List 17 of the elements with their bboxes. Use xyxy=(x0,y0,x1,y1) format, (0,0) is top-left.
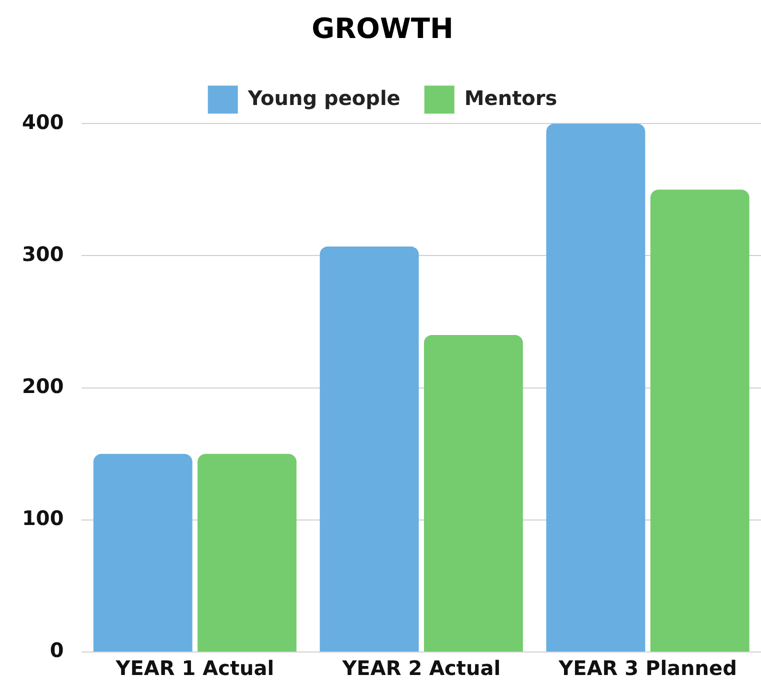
bar xyxy=(320,246,419,652)
y-tick-label: 400 xyxy=(22,110,64,134)
y-tick-label: 200 xyxy=(22,374,64,398)
y-tick-label: 300 xyxy=(22,242,64,266)
y-tick-label: 0 xyxy=(50,638,64,662)
legend-label: Mentors xyxy=(464,86,558,110)
bar xyxy=(546,124,646,652)
x-tick-label: YEAR 1 Actual xyxy=(114,656,274,680)
x-tick-label: YEAR 2 Actual xyxy=(341,656,501,680)
bar xyxy=(424,334,523,652)
bar xyxy=(93,454,192,652)
bar xyxy=(198,454,297,652)
y-tick-label: 100 xyxy=(22,506,64,530)
x-tick-label: YEAR 3 Planned xyxy=(558,656,737,680)
chart-title: GROWTH xyxy=(312,12,454,46)
bar xyxy=(650,190,750,652)
legend-label: Young people xyxy=(246,86,400,110)
